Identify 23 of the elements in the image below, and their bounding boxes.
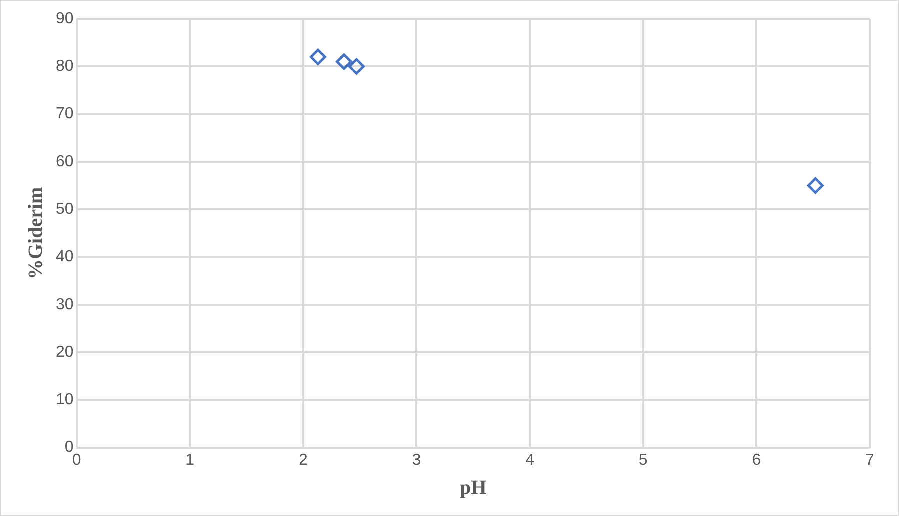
point — [336, 54, 352, 70]
y-tick-label: 40 — [56, 248, 74, 266]
y-axis-title: %Giderim — [25, 186, 48, 280]
y-tick-label: 90 — [56, 10, 74, 28]
x-tick-label: 3 — [412, 452, 422, 469]
y-tick-label: 80 — [56, 58, 74, 76]
x-axis-title: pH — [460, 477, 488, 500]
point — [310, 48, 326, 66]
y-tick-label: 10 — [56, 392, 74, 409]
x-tick-label: 2 — [298, 452, 308, 469]
y-tick-label: 50 — [56, 200, 74, 218]
x-tick-label: 5 — [638, 452, 648, 469]
x-tick-label: 7 — [866, 452, 875, 469]
point — [807, 178, 824, 194]
y-tick-label: 0 — [64, 439, 74, 456]
x-tick-label: 6 — [752, 452, 762, 469]
y-tick-label: 30 — [56, 296, 74, 314]
y-tick-label: 60 — [56, 153, 74, 170]
x-tick-label: 1 — [186, 452, 195, 469]
y-tick-label: 70 — [56, 106, 74, 123]
x-tick-label: 4 — [526, 452, 535, 469]
point — [348, 58, 365, 75]
y-tick-label: 20 — [56, 344, 74, 361]
